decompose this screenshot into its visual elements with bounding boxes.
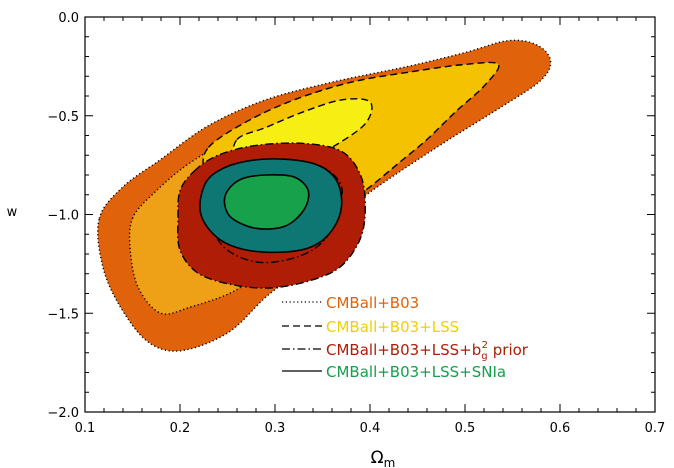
y-tick-label-0: 0.0 — [58, 11, 79, 26]
x-axis-ticks: 0.1 0.2 0.3 0.4 0.5 0.6 0.7 — [75, 17, 666, 436]
y-tick-label-4: −2.0 — [47, 406, 79, 421]
legend-label-3: CMBall+B03+LSS+bg2 prior — [326, 340, 529, 362]
x-tick-label-5: 0.6 — [550, 421, 571, 436]
legend: CMBall+B03 CMBall+B03+LSS CMBall+B03+LSS… — [282, 294, 529, 381]
x-tick-label-4: 0.5 — [455, 421, 476, 436]
contour-inner-cmball-b03-lss-snia — [223, 173, 310, 230]
y-axis-ticks: 0.0 −0.5 −1.0 −1.5 −2.0 — [47, 11, 655, 421]
y-tick-label-1: −0.5 — [47, 110, 79, 125]
x-tick-label-3: 0.4 — [360, 421, 381, 436]
legend-label-1: CMBall+B03 — [326, 294, 419, 312]
x-tick-label-2: 0.3 — [265, 421, 286, 436]
legend-label-3-tail: prior — [488, 341, 529, 359]
y-tick-label-2: −1.0 — [47, 209, 79, 224]
y-tick-label-3: −1.5 — [47, 307, 79, 322]
x-axis-label-main: Ω — [371, 448, 384, 468]
legend-label-4: CMBall+B03+LSS+SNIa — [326, 363, 506, 381]
legend-label-2: CMBall+B03+LSS — [326, 318, 459, 336]
y-axis-label: w — [7, 205, 18, 220]
x-tick-label-1: 0.2 — [170, 421, 191, 436]
legend-label-3-sub: g — [481, 351, 487, 362]
x-tick-label-0: 0.1 — [75, 421, 96, 436]
contour-regions — [97, 39, 552, 352]
x-axis-label-sub: m — [384, 456, 396, 468]
x-tick-label-6: 0.7 — [645, 421, 666, 436]
legend-label-3-sup: 2 — [482, 340, 488, 351]
legend-label-3-main: CMBall+B03+LSS+b — [326, 341, 481, 359]
x-axis-label: Ωm — [371, 448, 396, 468]
